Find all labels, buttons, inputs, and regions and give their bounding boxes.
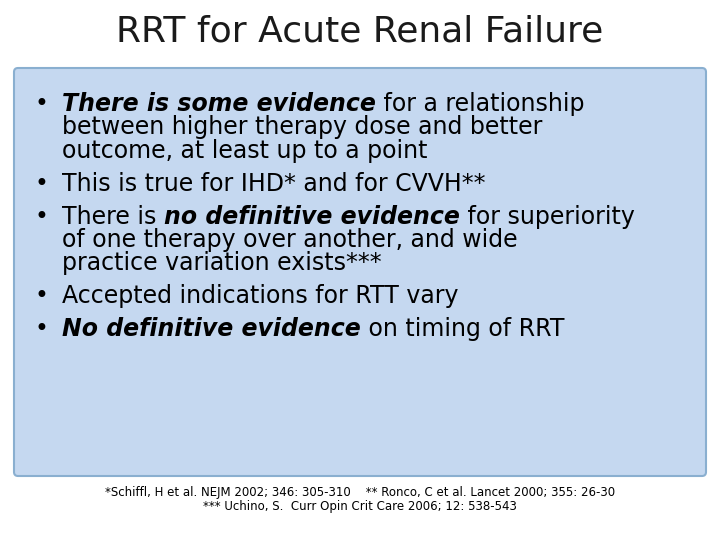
Text: practice variation exists***: practice variation exists*** bbox=[62, 252, 382, 275]
Text: There is some evidence: There is some evidence bbox=[62, 92, 376, 116]
Text: There is: There is bbox=[62, 205, 164, 228]
Text: *** Uchino, S.  Curr Opin Crit Care 2006; 12: 538-543: *** Uchino, S. Curr Opin Crit Care 2006;… bbox=[203, 500, 517, 513]
Text: •: • bbox=[35, 284, 49, 308]
Text: of one therapy over another, and wide: of one therapy over another, and wide bbox=[62, 228, 518, 252]
Text: •: • bbox=[35, 92, 49, 116]
Text: Accepted indications for RTT vary: Accepted indications for RTT vary bbox=[62, 284, 459, 308]
Text: outcome, at least up to a point: outcome, at least up to a point bbox=[62, 139, 428, 163]
Text: No definitive evidence: No definitive evidence bbox=[62, 317, 361, 341]
Text: for a relationship: for a relationship bbox=[376, 92, 585, 116]
Text: •: • bbox=[35, 172, 49, 195]
Text: •: • bbox=[35, 205, 49, 228]
Text: *Schiffl, H et al. NEJM 2002; 346: 305-310    ** Ronco, C et al. Lancet 2000; 35: *Schiffl, H et al. NEJM 2002; 346: 305-3… bbox=[105, 486, 615, 499]
Text: •: • bbox=[35, 317, 49, 341]
Text: RRT for Acute Renal Failure: RRT for Acute Renal Failure bbox=[117, 15, 603, 49]
Text: for superiority: for superiority bbox=[460, 205, 634, 228]
Text: on timing of RRT: on timing of RRT bbox=[361, 317, 564, 341]
FancyBboxPatch shape bbox=[14, 68, 706, 476]
Text: no definitive evidence: no definitive evidence bbox=[164, 205, 460, 228]
Text: between higher therapy dose and better: between higher therapy dose and better bbox=[62, 116, 542, 139]
Text: This is true for IHD* and for CVVH**: This is true for IHD* and for CVVH** bbox=[62, 172, 485, 195]
